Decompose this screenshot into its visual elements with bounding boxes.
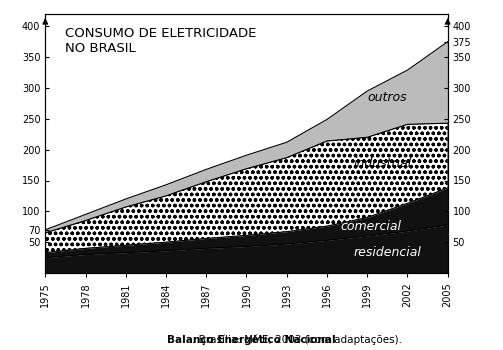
Text: outros: outros [367, 91, 407, 104]
Text: comercial: comercial [341, 220, 401, 233]
Text: Balanço Energético Nacional: Balanço Energético Nacional [167, 334, 336, 345]
Text: CONSUMO DE ELETRICIDADE
NO BRASIL: CONSUMO DE ELETRICIDADE NO BRASIL [65, 27, 257, 55]
Text: . Brasília: MME, 2003 (com adaptações).: . Brasília: MME, 2003 (com adaptações). [101, 334, 402, 345]
Text: industrial: industrial [354, 158, 412, 170]
Text: residencial: residencial [354, 246, 422, 259]
